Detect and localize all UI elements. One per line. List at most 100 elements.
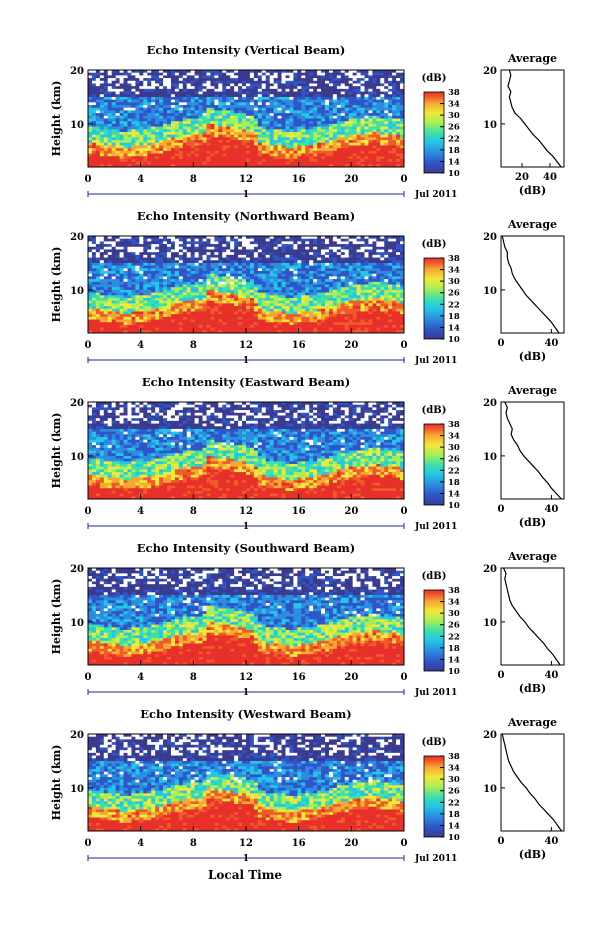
heatmap-cell xyxy=(143,118,148,122)
heatmap-cell xyxy=(139,118,144,122)
heatmap-cell xyxy=(143,327,148,331)
heatmap-cell xyxy=(194,281,199,285)
heatmap-cell xyxy=(218,244,223,248)
heatmap-cell xyxy=(99,123,105,127)
heatmap-cell xyxy=(178,260,184,264)
heatmap-cell xyxy=(281,238,286,242)
heatmap-cell xyxy=(352,134,357,138)
heatmap-cell xyxy=(253,324,259,328)
heatmap-cell xyxy=(111,161,116,165)
heatmap-cell xyxy=(151,148,156,152)
heatmap-cell xyxy=(238,276,243,280)
heatmap-cell xyxy=(376,105,381,109)
heatmap-cell xyxy=(281,78,286,82)
heatmap-cell xyxy=(226,121,231,125)
heatmap-cell xyxy=(273,254,278,258)
heatmap-cell xyxy=(167,140,172,144)
heatmap-cell xyxy=(91,129,97,133)
heatmap-cell xyxy=(111,164,116,168)
heatmap-cell xyxy=(170,115,176,119)
heatmap-cell xyxy=(380,94,385,98)
heatmap-cell xyxy=(198,131,203,136)
heatmap-cell xyxy=(368,78,373,82)
heatmap-cell xyxy=(147,279,152,283)
heatmap-cell xyxy=(368,140,373,144)
heatmap-cell xyxy=(88,131,93,136)
heatmap-cell xyxy=(301,314,306,318)
heatmap-cell xyxy=(328,140,334,144)
heatmap-cell xyxy=(348,91,353,95)
heatmap-cell xyxy=(246,254,251,258)
heatmap-cell xyxy=(257,303,263,307)
heatmap-cell xyxy=(206,131,211,136)
heatmap-cell xyxy=(328,118,334,122)
heatmap-cell xyxy=(174,236,180,240)
heatmap-cell xyxy=(95,319,101,323)
heatmap-cell xyxy=(242,123,247,127)
heatmap-cell xyxy=(249,273,255,277)
heatmap-cell xyxy=(297,300,302,304)
heatmap-cell xyxy=(261,238,267,242)
heatmap-cell xyxy=(159,99,164,103)
heatmap-cell xyxy=(234,94,239,98)
heatmap-cell xyxy=(155,257,160,261)
heatmap-cell xyxy=(277,276,282,280)
heatmap-cell xyxy=(115,319,120,323)
heatmap-cell xyxy=(174,115,180,119)
heatmap-cell xyxy=(190,268,195,272)
heatmap-cell xyxy=(301,276,306,280)
heatmap-cell xyxy=(356,102,361,106)
heatmap-cell xyxy=(115,129,120,133)
heatmap-cell xyxy=(190,80,195,84)
heatmap-cell xyxy=(147,316,152,320)
heatmap-cell xyxy=(388,161,393,165)
heatmap-cell xyxy=(301,244,306,248)
heatmap-cell xyxy=(297,153,302,157)
heatmap-cell xyxy=(352,131,357,136)
heatmap-cell xyxy=(206,308,211,312)
heatmap-cell xyxy=(392,110,397,114)
heatmap-cell xyxy=(253,96,259,100)
heatmap-cell xyxy=(206,276,211,280)
heatmap-cell xyxy=(214,96,219,100)
heatmap-cell xyxy=(222,105,227,109)
heatmap-cell xyxy=(277,131,282,136)
heatmap-cell xyxy=(289,330,294,334)
heatmap-cell xyxy=(214,123,219,127)
heatmap-cell xyxy=(313,78,318,82)
heatmap-cell xyxy=(376,110,381,114)
heatmap-cell xyxy=(159,80,164,84)
heatmap-cell xyxy=(127,158,132,162)
heatmap-cell xyxy=(238,316,243,320)
heatmap-cell xyxy=(396,142,401,146)
heatmap-cell xyxy=(242,295,247,299)
heatmap-cell xyxy=(159,279,164,283)
heatmap-cell xyxy=(127,153,132,157)
heatmap-cell xyxy=(360,145,365,149)
heatmap-cell xyxy=(242,91,247,95)
heatmap-cell xyxy=(95,273,101,277)
heatmap-cell xyxy=(301,289,306,293)
heatmap-cell xyxy=(119,158,124,162)
heatmap-cell xyxy=(332,126,338,130)
heatmap-cell xyxy=(281,265,286,269)
heatmap-cell xyxy=(178,246,184,250)
heatmap-cell xyxy=(238,249,243,253)
heatmap-cell xyxy=(380,118,385,122)
heatmap-cell xyxy=(234,140,239,144)
heatmap-cell xyxy=(210,271,215,275)
heatmap-cell xyxy=(99,289,105,293)
heatmap-cell xyxy=(372,94,377,98)
heatmap-cell xyxy=(285,289,290,293)
heatmap-cell xyxy=(285,316,290,320)
heatmap-cell xyxy=(249,118,255,122)
heatmap-cell xyxy=(297,327,302,331)
heatmap-cell xyxy=(147,306,152,310)
heatmap-cell xyxy=(170,284,176,288)
heatmap-cell xyxy=(127,327,132,331)
heatmap-cell xyxy=(269,131,274,136)
heatmap-cell xyxy=(135,131,140,136)
heatmap-cell xyxy=(99,241,105,245)
heatmap-cell xyxy=(277,99,282,103)
heatmap-cell xyxy=(285,105,290,109)
